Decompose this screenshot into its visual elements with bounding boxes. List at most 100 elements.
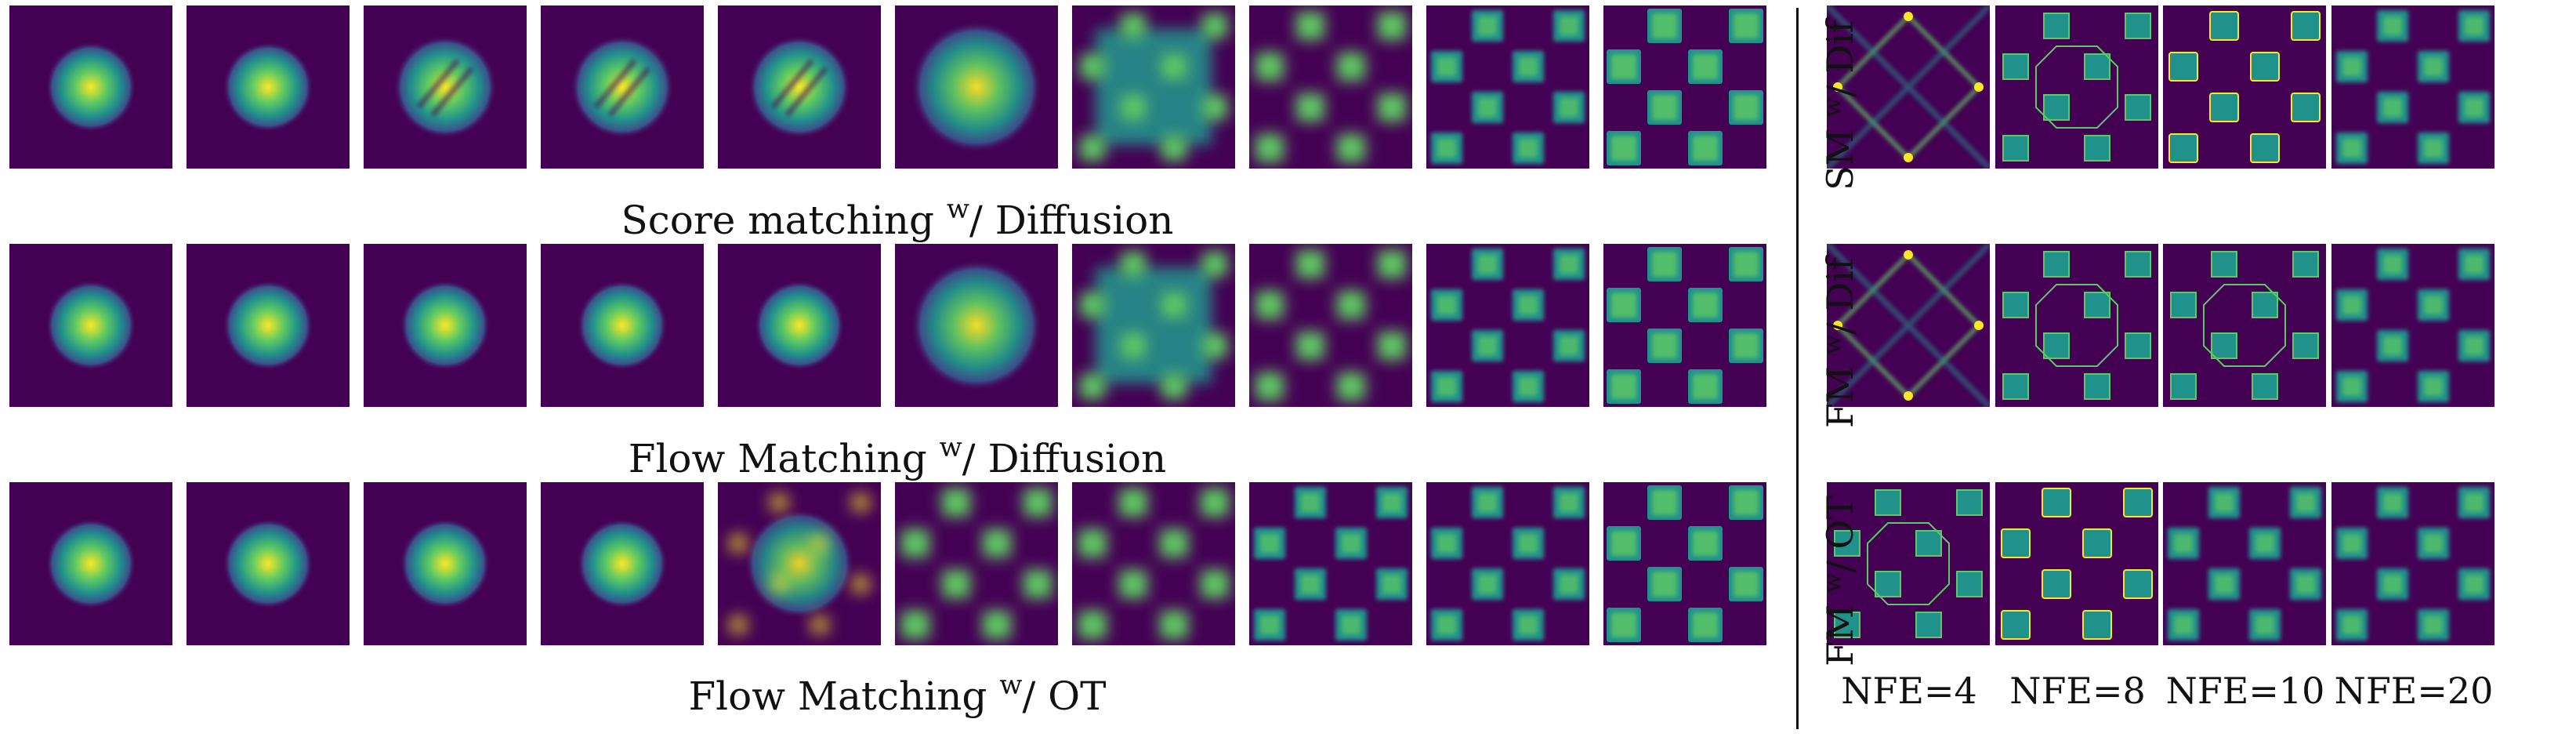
checker-square (1734, 95, 1759, 120)
checker-square (1080, 292, 1105, 318)
heatmap-panel-fm-diffusion-1 (9, 244, 172, 407)
checker-square (1734, 572, 1759, 597)
checker-square (1121, 252, 1146, 277)
checker-square (2250, 133, 2280, 163)
checker-square (1611, 374, 1636, 399)
checker-square (1161, 374, 1187, 399)
checker-square (1875, 489, 1901, 516)
octagon-outline (2035, 45, 2118, 129)
checker-square (1875, 571, 1901, 597)
density-haze (1096, 267, 1212, 383)
checker-square (1611, 54, 1636, 79)
checker-square (1202, 95, 1227, 120)
caption-text: Flow Matching (688, 673, 1000, 719)
checker-square (1378, 12, 1406, 40)
checker-square (2383, 575, 2402, 594)
octagon-outline (2035, 284, 2118, 367)
checker-square (2042, 488, 2071, 517)
lattice-node (1833, 321, 1842, 330)
caption-text: Flow Matching (628, 436, 940, 481)
checker-square (1202, 252, 1227, 277)
checker-square (1437, 57, 1456, 76)
row-label-text: / Dif (1819, 256, 1861, 335)
heatmap-panel-fm-diffusion-6 (895, 244, 1058, 407)
octagon-outline (2203, 284, 2286, 367)
density-blob (400, 280, 491, 371)
density-stripe (593, 58, 637, 110)
heatmap-panel-fm-ot-7 (1072, 482, 1235, 645)
checker-square (2168, 52, 2198, 82)
checker-square (2291, 11, 2321, 41)
density-blob (400, 518, 491, 609)
nfe-label-8: NFE=8 (2009, 670, 2146, 712)
checker-square (1161, 136, 1187, 161)
checker-square (2170, 373, 2197, 400)
checker-square (1121, 333, 1146, 358)
checker-square (2292, 332, 2319, 359)
checker-square (2215, 493, 2234, 512)
heatmap-panel-fm-dif-1 (1827, 244, 1990, 407)
checker-square (2174, 534, 2193, 553)
lattice-node (1904, 153, 1913, 162)
lattice-node (1974, 321, 1984, 330)
checker-square (2342, 57, 2361, 76)
checker-square (1342, 615, 1360, 634)
heatmap-panel-sm-diffusion-4 (541, 5, 704, 169)
row-label-text: SM (1819, 117, 1861, 191)
checker-square (1915, 612, 1942, 638)
lattice-node (1904, 12, 1913, 21)
checker-square (1652, 572, 1677, 597)
checker-square (2002, 135, 2029, 162)
heatmap-panel-sm-diffusion-10 (1603, 5, 1766, 169)
checker-square (2383, 493, 2402, 512)
checker-square (2002, 53, 2029, 80)
checker-square (1202, 13, 1227, 38)
heatmap-panel-fm-ot-right-2 (1995, 482, 2158, 645)
checker-square (1560, 16, 1578, 35)
caption-score-matching-diffusion: Score matching w/ Diffusion (0, 196, 1795, 240)
checker-square (2383, 98, 2402, 117)
row-label-sm-dif: SM w/ Dif (1813, 15, 1861, 195)
checker-square (2211, 251, 2237, 278)
checker-square (1611, 612, 1636, 637)
checker-square (1202, 333, 1227, 358)
density-blob (45, 280, 136, 371)
checker-square (1337, 372, 1365, 401)
lattice-line (1827, 244, 1990, 407)
heatmap-panel-fm-diffusion-2 (187, 244, 350, 407)
lattice-node (1904, 391, 1913, 401)
checker-square (1378, 93, 1406, 122)
density-blob (911, 21, 1042, 153)
caption-superscript: w (946, 194, 969, 225)
checker-square (1337, 291, 1365, 319)
checker-square (1121, 13, 1146, 38)
checker-square (2255, 615, 2274, 634)
nfe-label-4: NFE=4 (1841, 670, 1977, 712)
density-stripe (607, 66, 651, 118)
checker-square (901, 611, 929, 639)
checker-square (1342, 534, 1360, 553)
checker-square (2383, 16, 2402, 35)
checker-square (2296, 575, 2315, 594)
density-blob (223, 280, 313, 371)
checker-square (1693, 292, 1718, 318)
row-label-text: FM (1819, 593, 1861, 666)
checker-square (1382, 493, 1401, 512)
heatmap-panel-fm-ot-4 (541, 482, 704, 645)
heatmap-panel-fm-ot-8 (1249, 482, 1412, 645)
heatmap-panel-sm-dif-1 (1827, 5, 1990, 169)
checker-square (2250, 52, 2280, 82)
checker-square (770, 493, 788, 512)
checker-square (1080, 374, 1105, 399)
density-stripe (770, 58, 814, 110)
row-label-text: / OT (1819, 496, 1861, 573)
checker-square (2424, 296, 2443, 314)
checker-square (1478, 493, 1497, 512)
caption-flow-matching-ot: Flow Matching w/ OT (0, 672, 1795, 716)
heatmap-panel-fm-ot-right-3 (2163, 482, 2326, 645)
checker-square (2043, 13, 2070, 39)
checker-square (2084, 135, 2110, 162)
checker-square (770, 575, 788, 594)
checker-square (2255, 534, 2274, 553)
checker-square (1437, 139, 1456, 158)
